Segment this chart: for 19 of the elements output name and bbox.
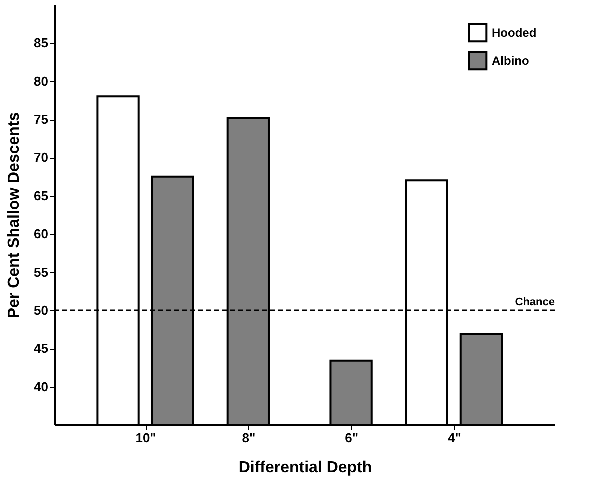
x-tick-label: 6" bbox=[345, 430, 358, 446]
y-tick-label: 60 bbox=[34, 226, 48, 242]
y-axis-title: Per Cent Shallow Descents bbox=[6, 112, 24, 319]
y-tick-label: 65 bbox=[34, 188, 48, 204]
ref-line-label: Chance bbox=[515, 296, 555, 308]
y-tick-label: 50 bbox=[34, 302, 48, 318]
x-axis-title: Differential Depth bbox=[238, 460, 372, 476]
y-tick-label: 80 bbox=[34, 74, 48, 89]
x-tick-label: 10" bbox=[136, 430, 156, 446]
y-tick-label: 45 bbox=[34, 341, 48, 356]
y-tick-label: 75 bbox=[34, 112, 48, 128]
legend-label: Hooded bbox=[492, 26, 537, 40]
y-tick-label: 85 bbox=[34, 36, 48, 51]
x-tick-label: 8" bbox=[242, 430, 256, 446]
legend-label: Albino bbox=[492, 54, 530, 68]
y-tick-label: 70 bbox=[34, 150, 48, 166]
x-tick-label: 4" bbox=[448, 430, 462, 446]
y-tick-label: 40 bbox=[34, 379, 48, 394]
y-tick-label: 55 bbox=[34, 264, 48, 280]
